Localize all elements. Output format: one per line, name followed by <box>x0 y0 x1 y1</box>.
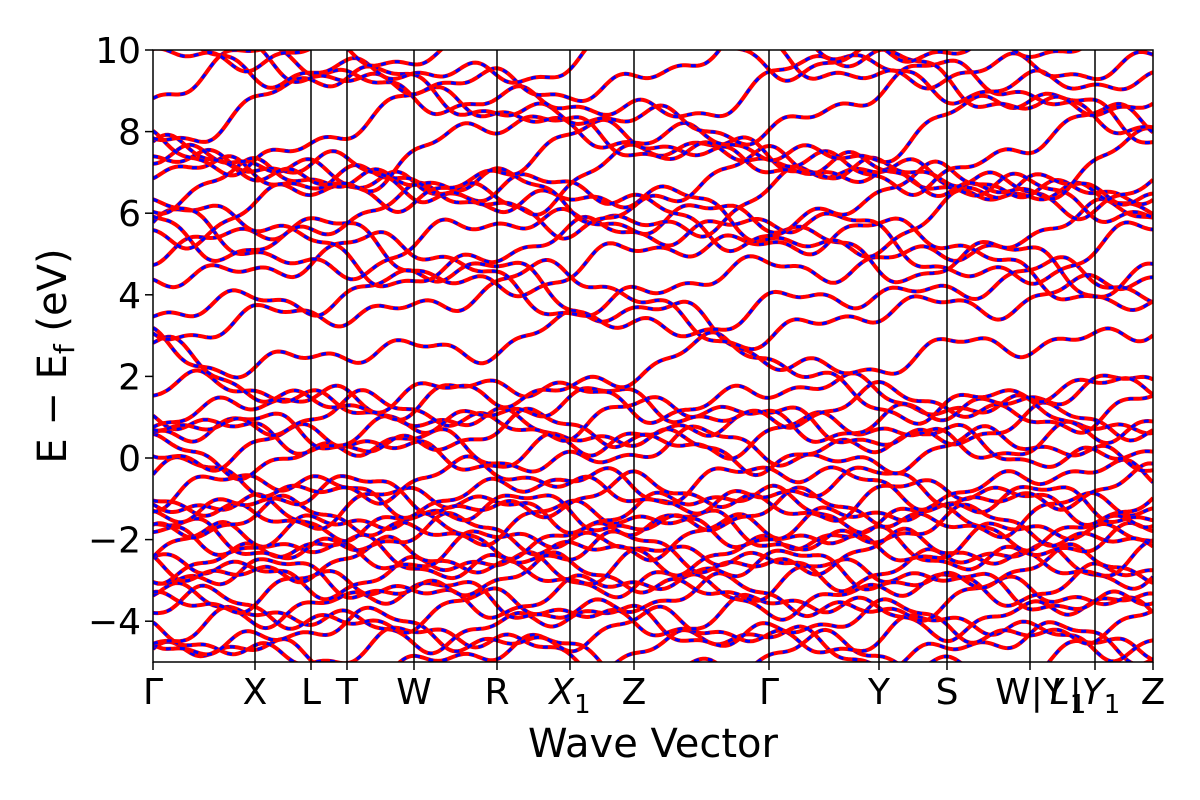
y-tick-label: 4 <box>118 276 141 317</box>
band-line-blue <box>153 520 1153 578</box>
x-tick-label: Z <box>622 672 647 713</box>
x-tick-label: T <box>335 672 359 713</box>
band-line-red <box>258 50 1153 106</box>
band-line-blue <box>153 216 1153 301</box>
band-line-red <box>153 379 1153 436</box>
x-tick-label: Γ <box>143 672 163 713</box>
band-line-blue <box>153 159 1153 253</box>
x-tick-label: W|Y <box>995 672 1066 713</box>
band-line-blue <box>153 571 1153 630</box>
x-tick-label: L <box>301 672 321 713</box>
band-line-blue <box>153 330 1153 426</box>
y-tick-label: 2 <box>118 357 141 398</box>
x-tick-label: W <box>396 672 432 713</box>
band-line-blue <box>153 605 1153 662</box>
y-axis-label-unit: (eV) <box>30 248 76 344</box>
band-line-blue <box>153 144 1153 241</box>
band-line-blue <box>153 255 1153 338</box>
band-line-red <box>153 454 1153 512</box>
y-tick-label: 0 <box>118 439 141 480</box>
band-line-blue <box>153 620 1153 662</box>
band-line-blue <box>153 197 1153 284</box>
band-line-blue <box>153 135 1153 221</box>
x-tick-label: L1 <box>1050 672 1087 720</box>
band-line-blue <box>153 401 1153 458</box>
band-line-red <box>153 388 1153 445</box>
band-line-blue <box>153 527 1153 586</box>
band-line-red <box>153 424 1153 482</box>
band-line-red <box>153 299 1153 380</box>
band-line-blue <box>153 59 1153 147</box>
y-tick-label: 10 <box>95 31 141 72</box>
band-line-blue <box>153 85 1153 177</box>
x-axis-label: Wave Vector <box>528 721 779 767</box>
band-line-blue <box>153 597 1153 655</box>
band-line-red <box>153 85 1153 178</box>
band-line-blue <box>153 181 1153 263</box>
y-axis-label-main: E − E <box>30 354 76 464</box>
x-tick-label: |Y1 <box>1070 672 1121 720</box>
y-tick-label: 8 <box>118 113 141 154</box>
x-axis-ticks: Γ X L T W R X1 Z Γ Y S W|YL1|Y1 Z <box>143 662 1165 720</box>
band-line-blue <box>153 50 1153 119</box>
y-axis-label-sub: f <box>48 343 81 354</box>
y-tick-label: −2 <box>88 521 141 562</box>
band-line-blue <box>153 156 1153 239</box>
band-line-blue <box>153 484 1153 535</box>
x-tick-label: Y <box>867 672 891 713</box>
x-tick-label: S <box>936 672 959 713</box>
band-line-blue <box>153 369 1153 425</box>
band-line-blue <box>153 542 1153 601</box>
band-line-blue <box>153 230 1153 318</box>
x-tick-label: X1 <box>547 672 590 720</box>
band-line-red <box>153 493 1153 553</box>
y-tick-label: 6 <box>118 194 141 235</box>
band-line-blue <box>153 550 1153 608</box>
band-lines <box>153 50 1153 662</box>
band-line-blue <box>259 50 1153 106</box>
band-line-red <box>199 50 1153 91</box>
x-tick-label: Z <box>1141 672 1166 713</box>
band-line-red <box>153 230 1153 318</box>
band-line-blue <box>153 535 1153 593</box>
band-line-blue <box>153 204 1153 288</box>
plot-frame <box>152 49 1154 663</box>
x-tick-label: Γ <box>759 672 779 713</box>
y-axis-label: E − Ef (eV) <box>30 248 81 463</box>
y-tick-label: −4 <box>88 602 141 643</box>
band-line-red <box>153 510 1153 563</box>
high-symmetry-lines <box>254 50 1096 662</box>
x-tick-label: X <box>243 672 268 713</box>
band-line-blue <box>153 584 1153 643</box>
band-line-blue <box>153 118 1153 214</box>
x-tick-label: R <box>484 672 509 713</box>
y-axis-ticks: −4 −2 0 2 4 6 8 10 <box>88 31 153 643</box>
band-line-blue <box>153 503 1153 561</box>
band-line-blue <box>153 102 1153 197</box>
